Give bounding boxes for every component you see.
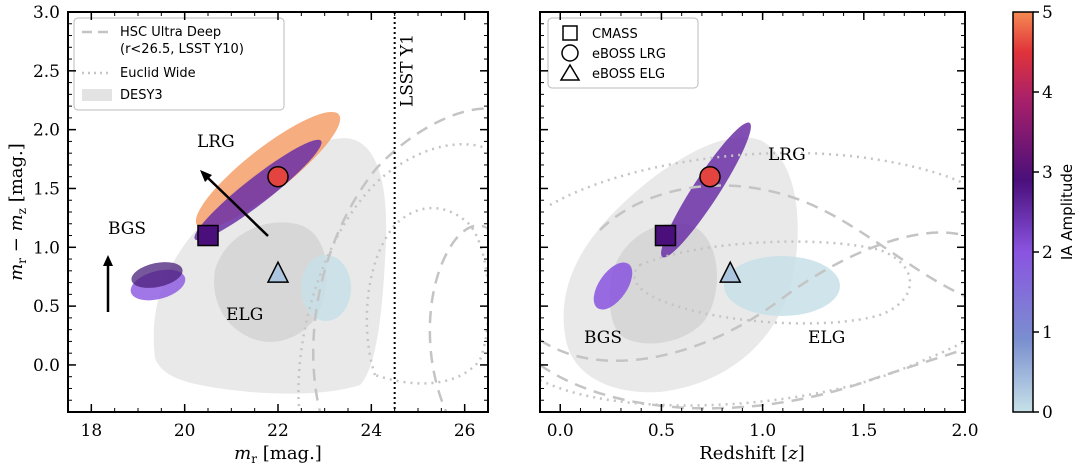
y-tick-label-2: 1.0 [33, 238, 60, 258]
marker-cmass [197, 224, 219, 247]
colorbar-tick-label-1: 1 [1042, 323, 1053, 343]
legend-eboss-elg: eBOSS ELG [592, 67, 665, 82]
colorbar-gradient [1012, 11, 1034, 413]
marker-eboss-lrg [699, 165, 721, 188]
legend-hsc: HSC Ultra Deep [120, 25, 221, 40]
legend-square-icon [562, 25, 578, 41]
lsst-y1-label: LSST Y1 [398, 34, 418, 107]
right-annotation-lrg: LRG [768, 145, 806, 165]
right-markers [654, 165, 742, 283]
hsc-contour-left-2 [428, 224, 488, 412]
marker-eboss-elg [266, 260, 290, 283]
colorbar-tick-label-5: 5 [1042, 3, 1053, 23]
left-legend: HSC Ultra Deep (r<26.5, LSST Y10) Euclid… [73, 17, 285, 111]
left-plot-area [103, 12, 488, 412]
lrg-ellipse-inner [194, 139, 322, 241]
hsc-contour-right-1 [540, 231, 965, 363]
legend-hsc-sub: (r<26.5, LSST Y10) [120, 42, 244, 57]
left-panel: LRG BGS ELG LSST Y1 HSC Ultra Deep (r<26… [6, 3, 489, 466]
marker-cmass [654, 224, 677, 247]
left-annotation-elg: ELG [226, 305, 263, 325]
right-plot-area [540, 122, 965, 410]
elg-ellipse-right [724, 256, 840, 316]
bgs-arrow [103, 255, 113, 312]
colorbar: 0 1 2 3 4 5 IA Amplitude [1012, 3, 1076, 423]
legend-triangle-icon [559, 63, 581, 81]
bgs-ellipse-inner [131, 262, 183, 288]
x-tick-label-3: 1.5 [850, 421, 877, 441]
lrg-ellipse-right [661, 122, 751, 258]
left-annotation-lrg: LRG [197, 132, 235, 152]
legend-eboss-lrg: eBOSS LRG [592, 47, 666, 62]
colorbar-tick-label-2: 2 [1042, 243, 1053, 263]
right-annotation-bgs: BGS [584, 328, 622, 348]
left-y-axis-label: mr − mz [mag.] [6, 143, 29, 281]
right-legend: CMASS eBOSS LRG eBOSS ELG [547, 17, 699, 89]
colorbar-label: IA Amplitude [1058, 164, 1076, 260]
x-tick-label-0: 18 [81, 421, 103, 441]
marker-eboss-elg [719, 260, 742, 283]
x-tick-label-1: 20 [174, 421, 196, 441]
y-tick-label-5: 2.5 [33, 62, 60, 82]
right-ticks: 0.0 0.5 1.0 1.5 2.0 [539, 11, 979, 441]
bgs-ellipse-right [593, 262, 633, 310]
legend-euclid: Euclid Wide [120, 66, 196, 81]
lrg-arrow [200, 170, 269, 237]
right-annotation-elg: ELG [808, 328, 845, 348]
left-ticks: 18 20 22 24 26 0.0 0.5 1.0 1.5 2.0 2.5 3.0 [33, 3, 489, 441]
right-panel: LRG BGS ELG CMASS eBOSS LRG eBOSS ELG 0.… [539, 11, 979, 464]
legend-cmass: CMASS [592, 27, 638, 42]
y-tick-label-4: 2.0 [33, 121, 60, 141]
euclid-contour-left [297, 143, 488, 412]
y-tick-label-3: 1.5 [33, 179, 60, 199]
legend-circle-icon [561, 44, 579, 62]
right-x-axis-label: Redshift [z] [699, 443, 804, 464]
x-tick-label-1: 0.5 [648, 421, 675, 441]
left-x-axis-label: mr [mag.] [234, 443, 322, 466]
y-tick-label-1: 0.5 [33, 297, 60, 317]
euclid-contour-right-2 [633, 240, 912, 325]
hsc-contour-left [312, 107, 488, 412]
x-tick-label-4: 2.0 [951, 421, 978, 441]
x-tick-label-0: 0.0 [547, 421, 574, 441]
y-tick-label-0: 0.0 [33, 356, 60, 376]
legend-desy3-swatch [82, 89, 112, 101]
x-tick-label-2: 22 [267, 421, 289, 441]
colorbar-tick-label-0: 0 [1042, 403, 1053, 423]
elg-ellipse [301, 255, 351, 321]
left-markers [197, 165, 290, 283]
hsc-contour-right-2 [540, 347, 965, 410]
legend-desy3: DESY3 [120, 88, 163, 103]
colorbar-tick-label-4: 4 [1042, 83, 1053, 103]
left-annotation-bgs: BGS [108, 219, 146, 239]
elg-grey-region-right [609, 223, 717, 344]
colorbar-ticks: 0 1 2 3 4 5 [1033, 3, 1053, 423]
x-tick-label-4: 26 [454, 421, 476, 441]
x-tick-label-3: 24 [361, 421, 383, 441]
y-tick-label-6: 3.0 [33, 3, 60, 23]
marker-eboss-lrg [267, 165, 289, 188]
x-tick-label-2: 1.0 [749, 421, 776, 441]
colorbar-tick-label-3: 3 [1042, 163, 1053, 183]
